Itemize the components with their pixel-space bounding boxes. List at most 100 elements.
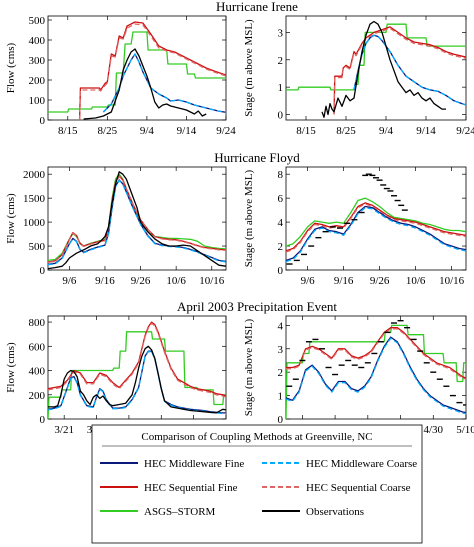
title-hurricane-floyd: Hurricane Floyd [214, 150, 300, 165]
y-tick-label: 1 [278, 391, 284, 403]
legend-box [91, 424, 423, 544]
series-line-asgs-storm [286, 324, 466, 419]
series-line-observations [48, 345, 226, 414]
x-tick-label: 8/25 [336, 125, 356, 137]
x-tick-label: 9/24 [216, 125, 236, 137]
y-tick-label: 0 [278, 110, 284, 122]
y-tick-label: 0 [40, 115, 46, 127]
series-group [48, 321, 226, 419]
series-group [286, 20, 466, 118]
y-axis-label: Flow (cms) [5, 342, 17, 393]
x-tick-label: 9/26 [131, 275, 151, 287]
series-line-asgs-storm [48, 331, 226, 419]
series-group [286, 173, 466, 265]
series-line-asgs-storm [286, 197, 466, 247]
x-tick-label: 9/4 [140, 125, 155, 137]
series-line-hec-sequential-coarse [333, 27, 466, 115]
x-tick-label: 4/30 [423, 424, 443, 436]
y-tick-label: 0 [278, 414, 284, 426]
series-line-hec-sequential-coarse [48, 322, 226, 398]
series-line-asgs-storm [286, 23, 466, 91]
y-tick-label: 400 [29, 366, 46, 378]
x-tick-label: 8/15 [296, 125, 316, 137]
plot-frame [47, 15, 227, 121]
series-line-hec-sequential-fine [286, 202, 466, 252]
chart-panel-1: Hurricane Irene 0 100 200 300 400 500 8/15 8/25 9… [5, 0, 298, 137]
series-line-hec-sequential-fine [333, 26, 466, 115]
x-tick-label: 10/6 [406, 275, 426, 287]
legend: Comparison of Coupling Methods at Greenv… [91, 424, 423, 544]
y-tick-label: 100 [29, 95, 46, 107]
series-line-hec-sequential-coarse [48, 175, 226, 263]
x-tick-label: 5/10 [456, 424, 474, 436]
plot-frame [47, 166, 227, 271]
series-line-observations [83, 48, 207, 120]
chart-panel-2: 0 1 2 3 8/15 8/25 9/4 9/14 9/24 Stage (m above MS… [243, 15, 474, 137]
series-group [286, 319, 466, 419]
y-tick-label: 800 [29, 317, 46, 329]
series-line-hec-sequential-fine [78, 21, 226, 120]
x-tick-label: 9/6 [301, 275, 316, 287]
x-tick-label: 3/21 [54, 424, 74, 436]
series-line-hec-middleware-coarse [48, 179, 226, 266]
y-axis-label: Stage (m above MSL) [243, 318, 255, 416]
y-axis-label: Stage (m above MSL) [243, 19, 255, 117]
plot-frame [285, 15, 467, 121]
legend-title: Comparison of Coupling Methods at Greenv… [141, 431, 372, 443]
legend-label-observations: Observations [306, 506, 364, 518]
y-tick-label: 3 [278, 344, 284, 356]
y-tick-label: 2 [278, 55, 284, 67]
y-tick-label: 8 [278, 169, 284, 181]
y-axis-label: Flow (cms) [5, 42, 17, 93]
series-line-hec-middleware-coarse [286, 337, 466, 415]
y-tick-label: 1500 [23, 193, 46, 205]
y-tick-label: 4 [278, 320, 284, 332]
series-line-asgs-storm [48, 31, 226, 113]
y-tick-label: 1 [278, 82, 284, 94]
series-group [48, 21, 226, 120]
series-line-observations [321, 20, 446, 118]
y-tick-label: 500 [29, 15, 46, 27]
series-line-hec-sequential-coarse [286, 328, 466, 380]
legend-label-hec-sequential-fine: HEC Sequential Fine [144, 482, 238, 494]
chart-panel-4: 0 2 4 6 8 9/6 9/16 9/26 10/6 10/16 Stage (m above … [243, 166, 467, 287]
x-tick-label: 10/16 [199, 275, 225, 287]
x-tick-label: 9/14 [416, 125, 436, 137]
y-tick-label: 500 [29, 241, 46, 253]
y-tick-label: 0 [40, 414, 46, 426]
x-tick-label: 9/6 [62, 275, 77, 287]
y-tick-label: 2 [278, 241, 284, 253]
series-line-hec-sequential-fine [286, 327, 466, 379]
plot-frame [47, 315, 227, 420]
y-tick-label: 3 [278, 27, 284, 39]
x-tick-label: 9/14 [177, 125, 197, 137]
legend-label-asgs-storm: ASGS–STORM [144, 506, 216, 518]
x-tick-label: 8/15 [58, 125, 78, 137]
y-tick-label: 400 [29, 35, 46, 47]
y-tick-label: 2 [278, 367, 284, 379]
series-line-hec-sequential-fine [48, 321, 226, 397]
series-line-hec-sequential-coarse [286, 203, 466, 253]
y-tick-label: 6 [278, 193, 284, 205]
y-axis-label: Stage (m above MSL) [243, 169, 255, 267]
legend-label-hec-sequential-coarse: HEC Sequential Coarse [306, 482, 411, 494]
x-tick-label: 9/24 [456, 125, 474, 137]
series-line-hec-sequential-fine [48, 175, 226, 263]
y-tick-label: 200 [29, 75, 46, 87]
title-april-2003: April 2003 Precipitation Event [177, 299, 337, 314]
series-line-observations [48, 171, 226, 270]
series-line-hec-middleware-coarse [286, 207, 466, 263]
y-tick-label: 2000 [23, 169, 46, 181]
x-tick-label: 10/6 [166, 275, 186, 287]
y-tick-label: 0 [40, 265, 46, 277]
series-group [48, 171, 226, 270]
x-tick-label: 9/26 [370, 275, 390, 287]
x-tick-label: 8/25 [98, 125, 118, 137]
y-tick-label: 4 [278, 217, 284, 229]
legend-label-hec-middleware-coarse: HEC Middleware Coarse [306, 458, 417, 470]
legend-label-hec-middleware-fine: HEC Middleware Fine [144, 458, 244, 470]
x-tick-label: 9/4 [379, 125, 394, 137]
y-tick-label: 0 [278, 265, 284, 277]
